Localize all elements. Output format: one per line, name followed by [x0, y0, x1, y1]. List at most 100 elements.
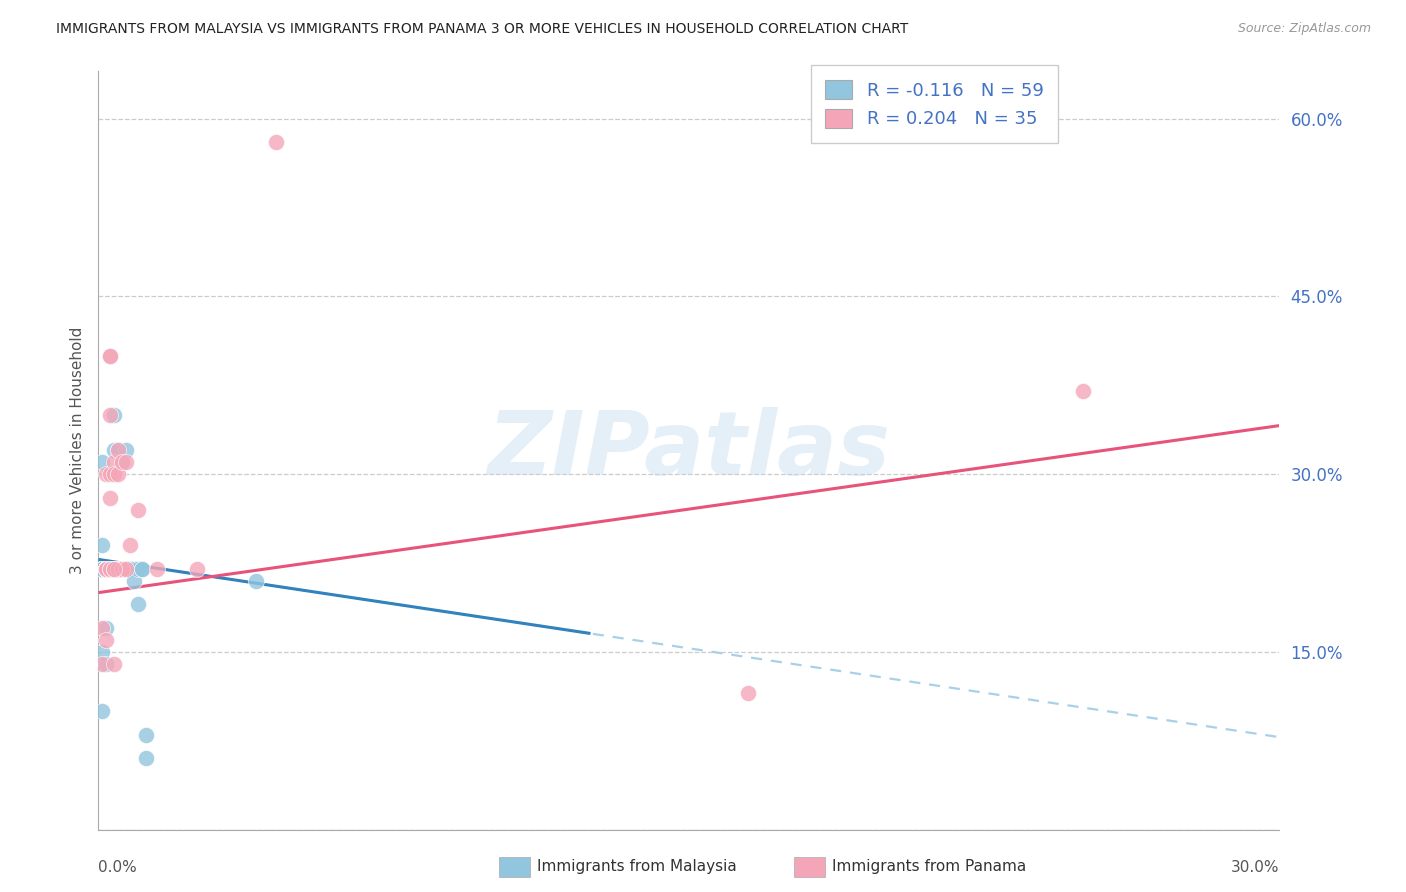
Point	[111, 455, 134, 469]
Text: IMMIGRANTS FROM MALAYSIA VS IMMIGRANTS FROM PANAMA 3 OR MORE VEHICLES IN HOUSEHO: IMMIGRANTS FROM MALAYSIA VS IMMIGRANTS F…	[56, 22, 908, 37]
Point	[96, 562, 118, 576]
Point	[96, 562, 118, 576]
Point	[737, 686, 759, 700]
Point	[103, 562, 125, 576]
Point	[1071, 384, 1094, 399]
Point	[107, 562, 129, 576]
Point	[115, 443, 138, 458]
Point	[98, 562, 121, 576]
Point	[135, 751, 157, 765]
Point	[115, 562, 138, 576]
Point	[103, 562, 125, 576]
Point	[107, 562, 129, 576]
Point	[91, 455, 114, 469]
Point	[96, 657, 118, 671]
Point	[107, 562, 129, 576]
Point	[91, 538, 114, 552]
Point	[98, 408, 121, 422]
Point	[96, 562, 118, 576]
Point	[245, 574, 267, 588]
Point	[96, 562, 118, 576]
Point	[186, 562, 208, 576]
Point	[96, 562, 118, 576]
Legend: R = -0.116   N = 59, R = 0.204   N = 35: R = -0.116 N = 59, R = 0.204 N = 35	[810, 65, 1057, 143]
Point	[103, 562, 125, 576]
Point	[98, 562, 121, 576]
Point	[115, 562, 138, 576]
Point	[127, 502, 149, 516]
Point	[96, 562, 118, 576]
Point	[118, 562, 141, 576]
Point	[135, 728, 157, 742]
Point	[96, 562, 118, 576]
Text: Immigrants from Malaysia: Immigrants from Malaysia	[537, 859, 737, 873]
Point	[98, 562, 121, 576]
Point	[103, 455, 125, 469]
Point	[111, 562, 134, 576]
Point	[264, 136, 287, 150]
Point	[96, 633, 118, 648]
Point	[111, 562, 134, 576]
Point	[96, 562, 118, 576]
Point	[107, 467, 129, 482]
Point	[103, 562, 125, 576]
Point	[103, 562, 125, 576]
Point	[103, 562, 125, 576]
Y-axis label: 3 or more Vehicles in Household: 3 or more Vehicles in Household	[69, 326, 84, 574]
Point	[115, 455, 138, 469]
Point	[103, 443, 125, 458]
Point	[98, 349, 121, 363]
Text: 0.0%: 0.0%	[98, 860, 138, 875]
Point	[91, 645, 114, 659]
Point	[98, 562, 121, 576]
Point	[127, 598, 149, 612]
Point	[103, 657, 125, 671]
Point	[103, 562, 125, 576]
Point	[96, 467, 118, 482]
Point	[91, 657, 114, 671]
Point	[107, 562, 129, 576]
Point	[118, 562, 141, 576]
Text: 30.0%: 30.0%	[1232, 860, 1279, 875]
Point	[107, 562, 129, 576]
Point	[98, 562, 121, 576]
Point	[96, 562, 118, 576]
Point	[107, 443, 129, 458]
Point	[91, 562, 114, 576]
Point	[107, 443, 129, 458]
Text: Source: ZipAtlas.com: Source: ZipAtlas.com	[1237, 22, 1371, 36]
Point	[111, 562, 134, 576]
Point	[91, 704, 114, 718]
Point	[103, 467, 125, 482]
Point	[96, 562, 118, 576]
Point	[131, 562, 153, 576]
Point	[98, 562, 121, 576]
Point	[98, 562, 121, 576]
Point	[96, 621, 118, 635]
Point	[96, 562, 118, 576]
Point	[98, 562, 121, 576]
Point	[98, 562, 121, 576]
Point	[98, 349, 121, 363]
Point	[96, 562, 118, 576]
Point	[96, 562, 118, 576]
Point	[91, 562, 114, 576]
Point	[96, 562, 118, 576]
Point	[146, 562, 169, 576]
Point	[122, 562, 145, 576]
Point	[98, 562, 121, 576]
Point	[127, 562, 149, 576]
Point	[103, 408, 125, 422]
Point	[111, 562, 134, 576]
Point	[115, 562, 138, 576]
Point	[131, 562, 153, 576]
Point	[122, 574, 145, 588]
Point	[118, 538, 141, 552]
Text: Immigrants from Panama: Immigrants from Panama	[832, 859, 1026, 873]
Point	[98, 491, 121, 505]
Point	[98, 467, 121, 482]
Text: ZIPatlas: ZIPatlas	[488, 407, 890, 494]
Point	[91, 621, 114, 635]
Point	[96, 562, 118, 576]
Point	[98, 562, 121, 576]
